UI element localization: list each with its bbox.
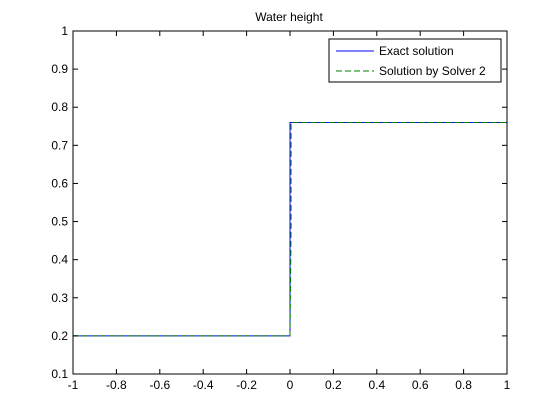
series-line-1 [73, 121, 507, 337]
legend-label-2: Solution by Solver 2 [379, 64, 486, 78]
x-tick-label: -0.6 [149, 378, 170, 392]
y-tick-label: 0.2 [51, 329, 68, 343]
legend: Exact solution Solution by Solver 2 [328, 38, 502, 83]
legend-items: Exact solution Solution by Solver 2 [336, 44, 486, 78]
legend-box [328, 38, 502, 83]
y-tick-label: 0.9 [51, 62, 68, 76]
x-tick-label: 0.2 [325, 378, 342, 392]
x-tick-label: -0.4 [193, 378, 214, 392]
y-tick-label: 0.4 [51, 253, 68, 267]
y-tick-label: 0.5 [51, 215, 68, 229]
x-tick-label: -0.2 [236, 378, 257, 392]
series-line-2 [73, 121, 507, 337]
x-tick-label: 1 [504, 378, 511, 392]
y-tick-label: 0.3 [51, 291, 68, 305]
y-tick-label: 0.1 [51, 367, 68, 381]
ticks-layer: -1 -0.8 -0.6 -0.4 -0.2 0 0.2 0.4 0.6 0.8 1 0.1 0.2 0.… [51, 24, 510, 392]
series-layer [73, 121, 507, 337]
chart-title: Water height [255, 10, 323, 24]
x-tick-label: 0 [287, 378, 294, 392]
x-tick-label: 0.6 [412, 378, 429, 392]
y-tick-label: 0.7 [51, 138, 68, 152]
legend-label-1: Exact solution [379, 44, 454, 58]
x-tick-label: -0.8 [106, 378, 127, 392]
y-tick-label: 0.6 [51, 176, 68, 190]
x-tick-label: -1 [68, 378, 79, 392]
y-tick-label: 0.8 [51, 100, 68, 114]
x-tick-label: 0.8 [455, 378, 472, 392]
x-tick-label: 0.4 [368, 378, 385, 392]
y-tick-label: 1 [61, 24, 68, 38]
